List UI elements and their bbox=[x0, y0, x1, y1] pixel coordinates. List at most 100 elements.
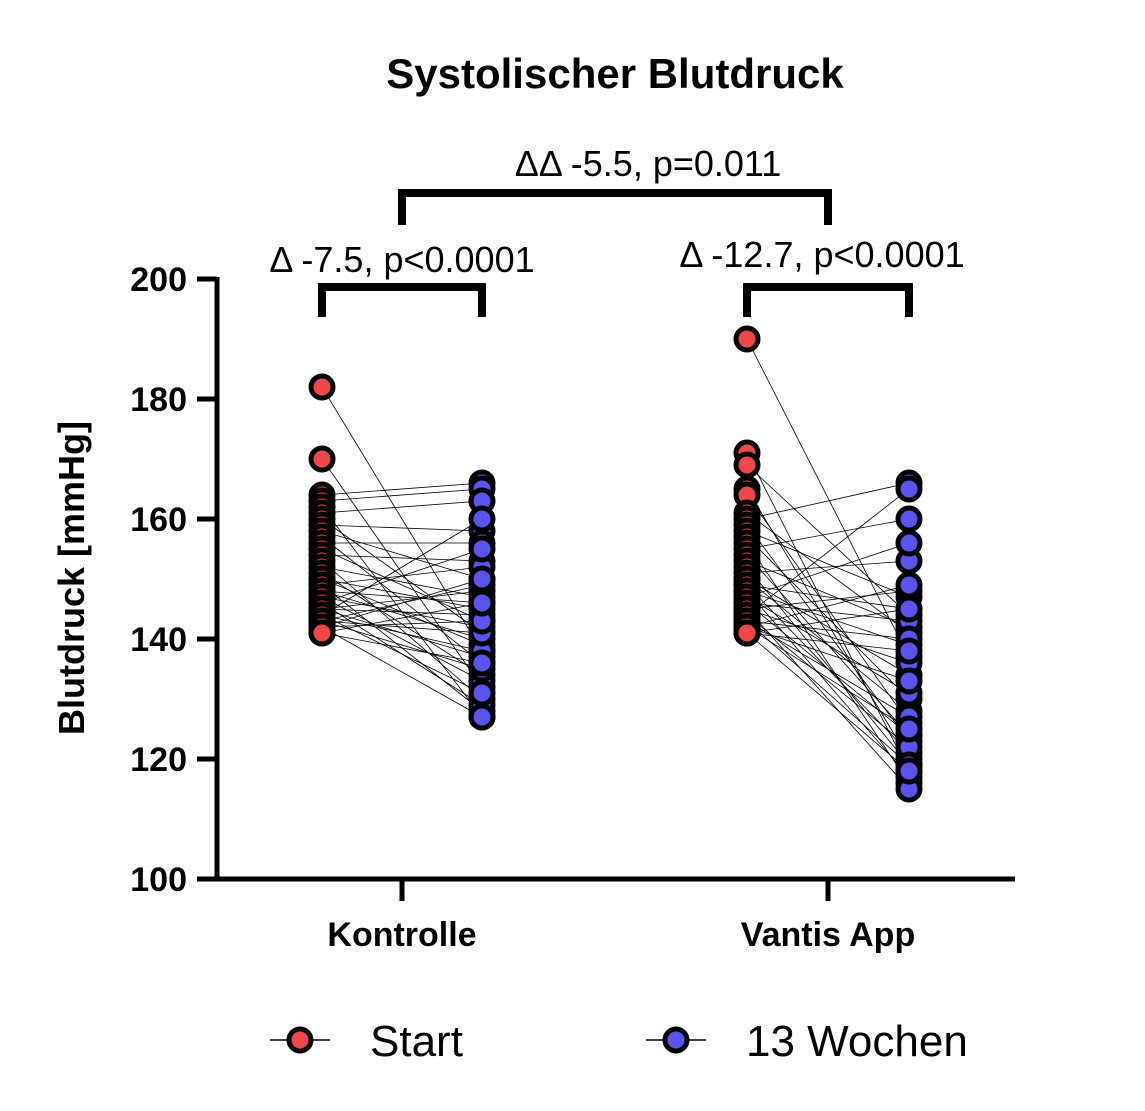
pair-line bbox=[321, 548, 483, 604]
data-point bbox=[733, 325, 761, 353]
pair-line bbox=[321, 632, 483, 664]
data-point bbox=[308, 373, 336, 401]
data-point bbox=[895, 475, 923, 503]
pair-line bbox=[746, 338, 910, 658]
pair-line bbox=[321, 524, 483, 532]
pair-line bbox=[321, 590, 483, 610]
pair-line bbox=[746, 488, 910, 760]
data-point bbox=[895, 595, 923, 623]
pair-line bbox=[321, 530, 483, 580]
pair-line bbox=[321, 578, 483, 628]
pair-line bbox=[321, 566, 483, 598]
bracket-kontrolle bbox=[318, 283, 486, 317]
data-point bbox=[895, 571, 923, 599]
pair-line bbox=[746, 482, 910, 520]
pair-line bbox=[321, 614, 483, 652]
pair-line bbox=[746, 530, 910, 598]
pair-line bbox=[746, 584, 910, 628]
pair-line bbox=[321, 602, 483, 634]
data-points bbox=[308, 325, 923, 803]
pair-line bbox=[746, 560, 910, 628]
pair-line bbox=[321, 620, 483, 634]
pair-line bbox=[746, 578, 910, 676]
pair-line bbox=[321, 590, 483, 604]
axes bbox=[214, 277, 1015, 882]
pair-line bbox=[321, 590, 483, 640]
legend-marker bbox=[662, 1026, 690, 1054]
y-tick-label: 180 bbox=[130, 381, 187, 419]
data-point bbox=[468, 535, 496, 563]
annotation-label: Δ -7.5, p<0.0001 bbox=[269, 239, 534, 280]
pair-line bbox=[321, 626, 483, 718]
data-point bbox=[895, 529, 923, 557]
pair-line bbox=[746, 632, 910, 772]
pair-line bbox=[746, 620, 910, 766]
y-tick-label: 140 bbox=[130, 621, 187, 659]
data-point bbox=[308, 619, 336, 647]
y-axis-label: Blutdruck [mmHg] bbox=[51, 421, 92, 735]
pair-line bbox=[746, 608, 910, 634]
pair-line bbox=[746, 596, 910, 694]
pair-line bbox=[746, 488, 910, 616]
y-tick-label: 200 bbox=[130, 261, 187, 299]
x-category-label: Vantis App bbox=[741, 916, 915, 954]
pair-line bbox=[746, 590, 910, 610]
pair-line bbox=[746, 608, 910, 664]
y-tick-label: 120 bbox=[130, 741, 187, 779]
pair-line bbox=[746, 584, 910, 610]
pair-line bbox=[321, 548, 483, 622]
data-point bbox=[308, 445, 336, 473]
data-point bbox=[468, 649, 496, 677]
pair-line bbox=[746, 620, 910, 718]
pair-line bbox=[746, 590, 910, 778]
pair-line bbox=[321, 386, 483, 652]
data-point bbox=[468, 703, 496, 731]
pair-line bbox=[746, 542, 910, 598]
data-point bbox=[468, 565, 496, 593]
legend: Start 13 Wochen bbox=[270, 1017, 968, 1066]
pair-line bbox=[321, 482, 483, 496]
bracket-vantis bbox=[743, 283, 913, 317]
pair-line bbox=[746, 512, 910, 634]
legend-marker bbox=[286, 1026, 314, 1054]
y-tick-label: 100 bbox=[130, 861, 187, 899]
pair-line bbox=[746, 518, 910, 550]
data-point bbox=[468, 679, 496, 707]
y-ticks: 100 120 140 160 180 200 bbox=[130, 261, 217, 899]
pair-line bbox=[321, 488, 483, 502]
pair-line bbox=[321, 608, 483, 616]
data-point bbox=[468, 505, 496, 533]
data-point bbox=[895, 505, 923, 533]
x-category-label: Kontrolle bbox=[327, 916, 476, 954]
data-point bbox=[895, 637, 923, 665]
pair-line bbox=[746, 560, 910, 574]
pair-line bbox=[321, 518, 483, 616]
data-point bbox=[895, 757, 923, 785]
pair-line bbox=[746, 542, 910, 784]
y-tick-label: 160 bbox=[130, 501, 187, 539]
data-point bbox=[895, 715, 923, 743]
pair-line bbox=[746, 620, 910, 640]
pair-line bbox=[746, 464, 910, 616]
pair-line bbox=[746, 524, 910, 742]
annotation-label: Δ -12.7, p<0.0001 bbox=[679, 234, 964, 275]
data-point bbox=[733, 619, 761, 647]
pair-line bbox=[321, 620, 483, 670]
x-categories: Kontrolle Vantis App bbox=[327, 879, 915, 954]
bracket-between-groups bbox=[398, 189, 832, 225]
pair-line bbox=[321, 554, 483, 562]
chart-title: Systolischer Blutdruck bbox=[386, 50, 844, 97]
pair-line bbox=[321, 620, 483, 628]
pair-lines bbox=[321, 338, 910, 790]
data-point bbox=[895, 667, 923, 695]
data-point bbox=[733, 451, 761, 479]
pair-line bbox=[746, 608, 910, 790]
pair-line bbox=[321, 596, 483, 682]
pair-line bbox=[321, 578, 483, 610]
annotation-label: ΔΔ -5.5, p=0.011 bbox=[515, 143, 782, 184]
pair-line bbox=[746, 632, 910, 652]
data-point bbox=[468, 589, 496, 617]
legend-label: 13 Wochen bbox=[746, 1017, 968, 1066]
pair-line bbox=[746, 626, 910, 730]
